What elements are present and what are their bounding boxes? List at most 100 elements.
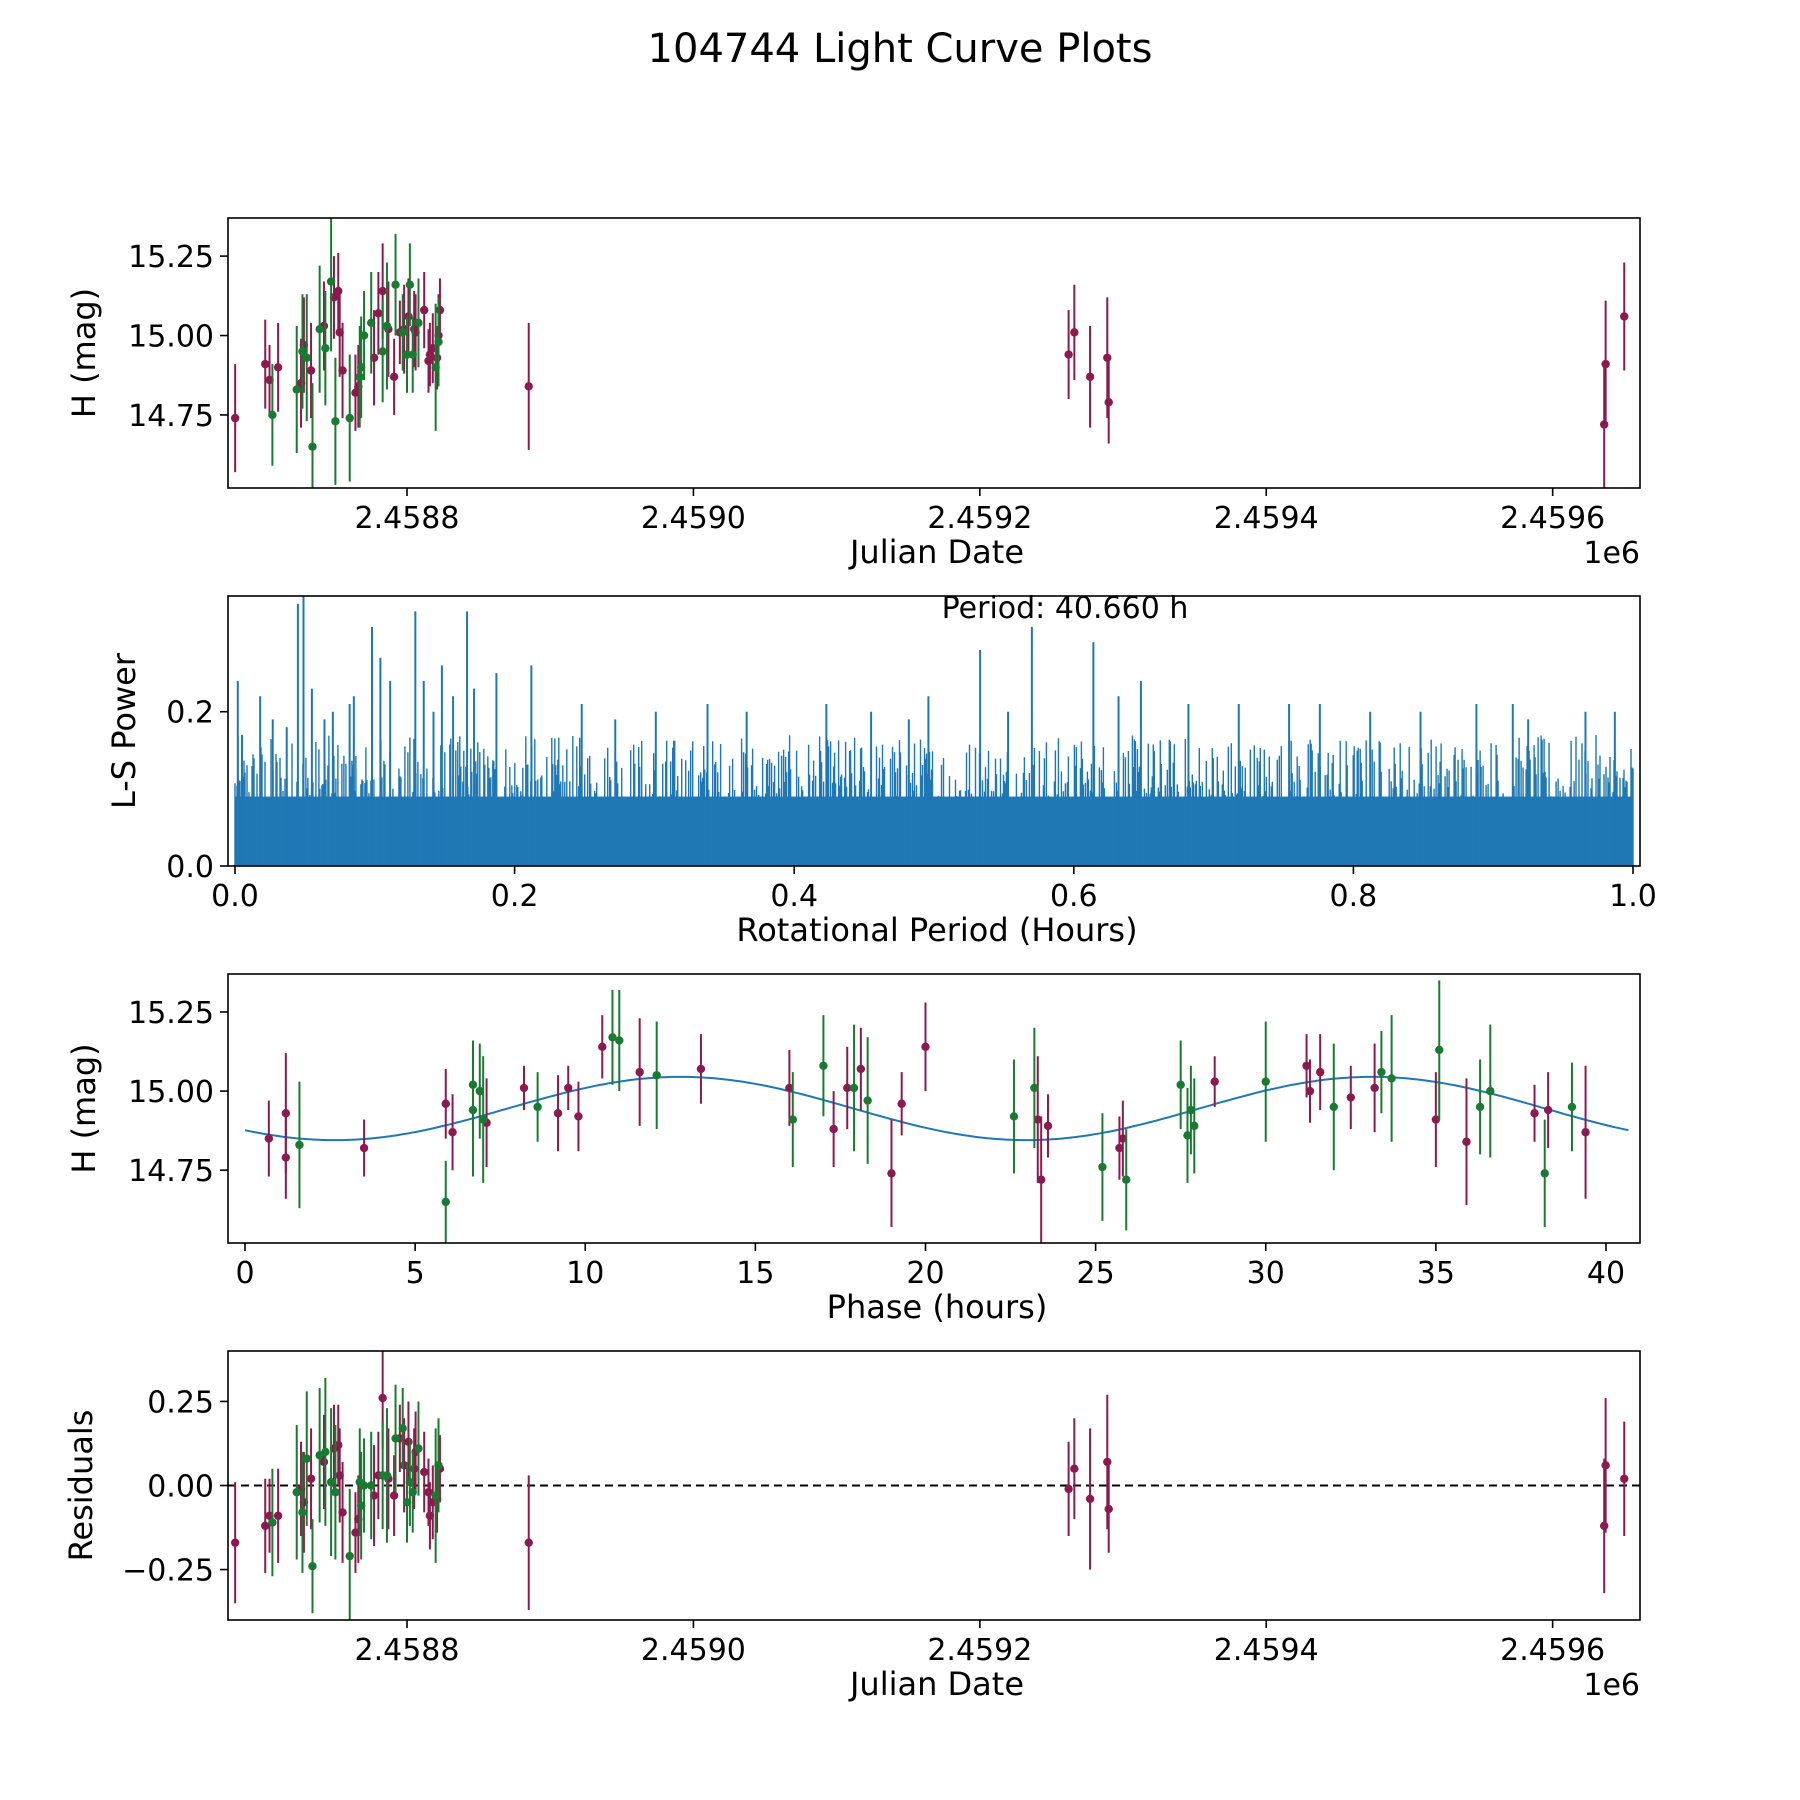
data-point [1435, 1045, 1444, 1055]
x-tick-label: 40 [1587, 1256, 1625, 1291]
y-tick-label: 0.25 [147, 1385, 214, 1420]
data-point [1302, 1061, 1311, 1070]
data-point [1346, 1093, 1355, 1102]
band-1-series [264, 1002, 1590, 1243]
data-point [306, 366, 316, 375]
data-point [1305, 1086, 1315, 1096]
residuals-panel: 2.4588 2.4590 2.4592 2.4594 2.4596 −0.25 0.00 0… [62, 1350, 1641, 1703]
data-point [378, 1393, 387, 1403]
data-point [1176, 1080, 1185, 1089]
data-point [295, 1140, 304, 1150]
data-point [414, 1444, 423, 1453]
x-tick-label: 2.4588 [355, 501, 460, 536]
data-point [564, 1083, 573, 1093]
data-point [398, 1424, 407, 1433]
plot-area [228, 1351, 1640, 1620]
y-tick-label: 0.00 [147, 1470, 214, 1505]
data-point [306, 1474, 316, 1483]
plot-area [234, 596, 1634, 866]
data-point [1387, 1074, 1396, 1083]
data-point [1103, 353, 1112, 362]
data-point [281, 1109, 291, 1118]
data-point [696, 1064, 706, 1074]
plot-area [244, 980, 1629, 1243]
y-axis-label: H (mag) [65, 288, 103, 418]
data-point [359, 1481, 369, 1490]
data-point [302, 353, 311, 362]
data-point [468, 1105, 478, 1115]
data-point [338, 366, 347, 375]
data-point [404, 312, 413, 321]
x-tick-label: 15 [736, 1256, 774, 1291]
y-tick-label: 0.2 [166, 696, 214, 731]
band-2-series [268, 218, 443, 488]
x-tick-label: 2.4590 [641, 1633, 746, 1668]
x-tick-label: 5 [406, 1256, 425, 1291]
data-point [478, 1115, 488, 1124]
y-tick-label: 15.00 [128, 1075, 214, 1110]
data-point [1070, 1464, 1079, 1473]
axes-frame [227, 217, 1641, 489]
x-offset-label: 1e6 [1583, 1668, 1640, 1703]
data-point [331, 1488, 340, 1497]
data-point [273, 1511, 283, 1520]
data-point [1064, 1484, 1073, 1494]
data-point [1030, 1083, 1039, 1093]
data-point [292, 385, 301, 394]
data-point [1486, 1086, 1495, 1096]
data-point [391, 1434, 400, 1443]
data-point [434, 337, 443, 347]
data-point [448, 1128, 457, 1137]
data-point [843, 1083, 852, 1093]
data-point [298, 1508, 307, 1517]
data-point [863, 1096, 872, 1105]
axes-frame [227, 973, 1641, 1244]
figure-title: 104744 Light Curve Plots [647, 26, 1153, 72]
y-tick-label: −0.25 [122, 1554, 214, 1589]
data-point [1540, 1169, 1549, 1178]
data-point [1103, 1457, 1112, 1467]
x-tick-label: 2.4596 [1500, 1633, 1605, 1668]
data-point [326, 277, 336, 286]
data-point [1190, 1121, 1199, 1131]
x-tick-label: 0.6 [1050, 879, 1098, 914]
data-point [1530, 1109, 1539, 1118]
data-point [1115, 1143, 1124, 1153]
data-point [315, 324, 324, 334]
data-point [321, 344, 330, 353]
data-point [367, 318, 376, 328]
data-point [389, 372, 399, 382]
x-tick-label: 2.4592 [927, 501, 1032, 536]
data-point [419, 305, 429, 315]
data-point [331, 417, 340, 426]
data-point [367, 1481, 376, 1490]
data-point [856, 1064, 866, 1074]
band-1-series [230, 1351, 1629, 1610]
data-point [1543, 1105, 1553, 1115]
data-point [378, 347, 387, 356]
data-point [598, 1042, 607, 1051]
data-point [1064, 350, 1073, 359]
data-point [1431, 1115, 1441, 1124]
data-point [298, 347, 307, 356]
data-point [1183, 1131, 1192, 1140]
data-point [615, 1036, 624, 1045]
x-tick-label: 2.4594 [1214, 1633, 1319, 1668]
data-point [414, 318, 423, 328]
data-point [268, 410, 277, 420]
data-point [1599, 420, 1609, 429]
data-point [308, 442, 317, 451]
data-point [374, 309, 383, 318]
data-point [409, 1464, 419, 1473]
data-point [897, 1099, 906, 1108]
x-tick-label: 0.0 [211, 879, 259, 914]
data-point [281, 1153, 291, 1162]
data-point [355, 372, 364, 382]
data-point [268, 1518, 277, 1527]
data-point [308, 1562, 317, 1571]
data-point [652, 1071, 661, 1080]
data-point [1620, 1474, 1629, 1483]
data-point [1370, 1083, 1379, 1093]
data-point [389, 1491, 399, 1500]
